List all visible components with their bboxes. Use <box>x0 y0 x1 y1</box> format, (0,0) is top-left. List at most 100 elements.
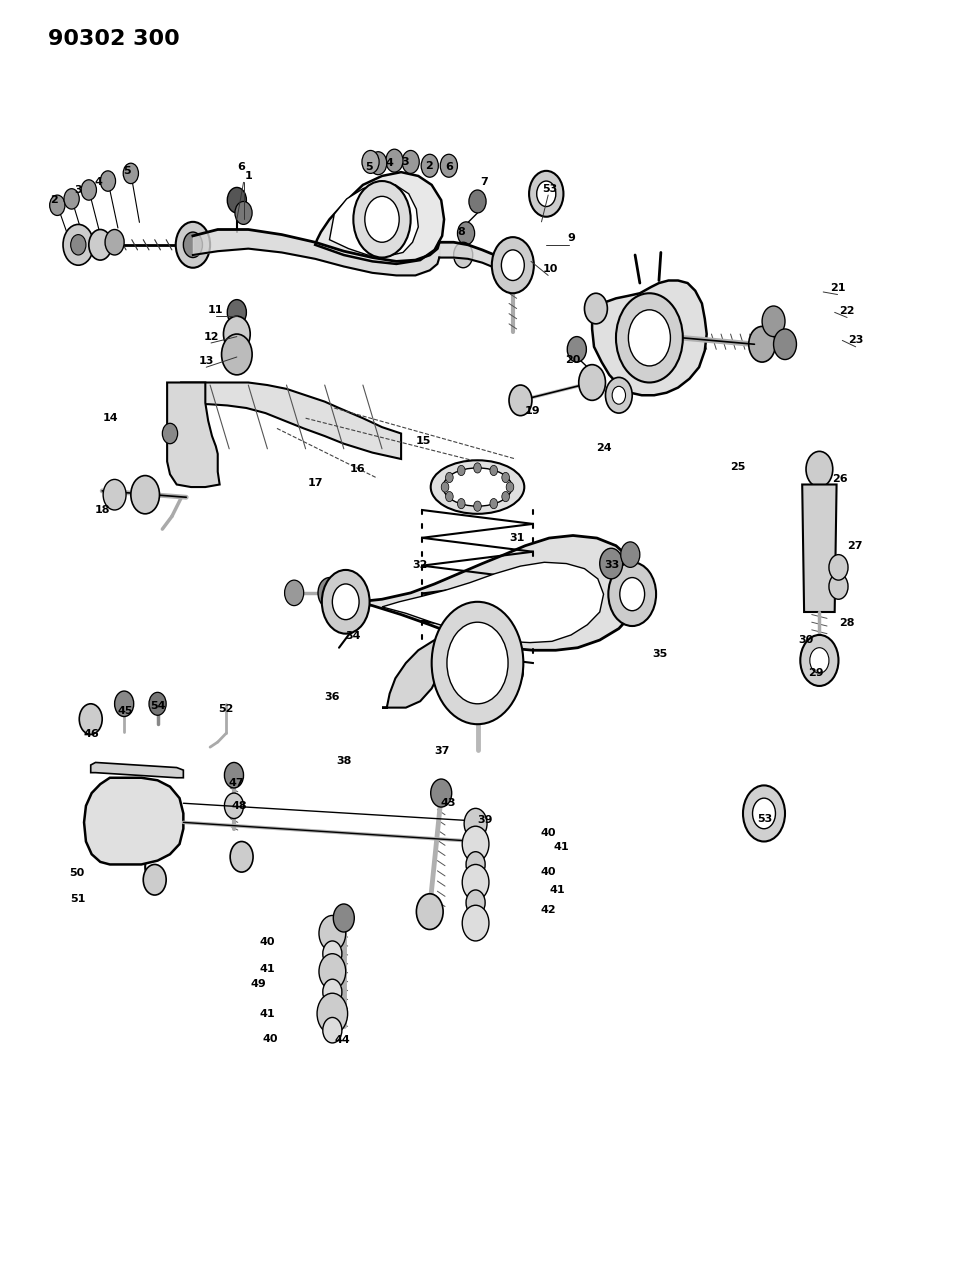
Text: 43: 43 <box>440 798 456 808</box>
Text: 52: 52 <box>219 704 234 714</box>
Polygon shape <box>329 182 418 256</box>
Circle shape <box>416 894 443 929</box>
Text: 29: 29 <box>808 668 823 678</box>
Text: 25: 25 <box>731 462 746 472</box>
Circle shape <box>402 150 419 173</box>
Text: 42: 42 <box>541 905 556 915</box>
Text: 9: 9 <box>567 233 575 244</box>
Text: 53: 53 <box>757 813 773 824</box>
Circle shape <box>492 237 534 293</box>
Text: 2: 2 <box>425 161 433 171</box>
Ellipse shape <box>431 460 524 514</box>
Polygon shape <box>592 280 707 395</box>
Circle shape <box>501 472 509 483</box>
Circle shape <box>230 842 253 872</box>
Circle shape <box>584 293 607 324</box>
Circle shape <box>224 762 244 788</box>
Circle shape <box>620 578 645 611</box>
Circle shape <box>621 542 640 567</box>
Circle shape <box>457 499 465 509</box>
Text: 32: 32 <box>413 560 428 570</box>
Circle shape <box>64 189 79 209</box>
Circle shape <box>440 154 457 177</box>
Circle shape <box>115 691 134 717</box>
Circle shape <box>441 482 449 492</box>
Text: 41: 41 <box>554 842 569 852</box>
Polygon shape <box>84 778 183 864</box>
Text: 53: 53 <box>542 184 558 194</box>
Circle shape <box>353 181 411 258</box>
Circle shape <box>806 451 833 487</box>
Circle shape <box>600 548 623 579</box>
Circle shape <box>71 235 86 255</box>
Text: 44: 44 <box>334 1035 350 1046</box>
Circle shape <box>333 904 354 932</box>
Circle shape <box>143 864 166 895</box>
Circle shape <box>464 808 487 839</box>
Ellipse shape <box>443 468 512 506</box>
Text: 34: 34 <box>346 631 361 641</box>
Text: 26: 26 <box>832 474 847 484</box>
Circle shape <box>123 163 138 184</box>
Circle shape <box>131 476 159 514</box>
Polygon shape <box>315 172 444 264</box>
Text: 30: 30 <box>798 635 814 645</box>
Text: 14: 14 <box>103 413 118 423</box>
Circle shape <box>89 230 112 260</box>
Circle shape <box>235 201 252 224</box>
Polygon shape <box>91 762 183 778</box>
Text: 40: 40 <box>260 937 275 947</box>
Circle shape <box>605 377 632 413</box>
Polygon shape <box>181 382 401 459</box>
Circle shape <box>183 232 202 258</box>
Circle shape <box>509 385 532 416</box>
Text: 54: 54 <box>150 701 165 711</box>
Text: 33: 33 <box>605 560 620 570</box>
Circle shape <box>612 386 626 404</box>
Circle shape <box>79 704 102 734</box>
Text: 11: 11 <box>208 305 223 315</box>
Text: 49: 49 <box>251 979 266 989</box>
Text: 48: 48 <box>232 801 247 811</box>
Circle shape <box>81 180 96 200</box>
Circle shape <box>318 578 341 608</box>
Circle shape <box>749 326 775 362</box>
Circle shape <box>162 423 178 444</box>
Text: 40: 40 <box>541 827 556 838</box>
Text: 16: 16 <box>350 464 365 474</box>
Circle shape <box>490 465 498 476</box>
Text: 6: 6 <box>238 162 245 172</box>
Circle shape <box>224 793 244 819</box>
Text: 41: 41 <box>260 964 275 974</box>
Text: 41: 41 <box>550 885 565 895</box>
Text: 18: 18 <box>95 505 110 515</box>
Text: 51: 51 <box>71 894 86 904</box>
Circle shape <box>810 648 829 673</box>
Circle shape <box>317 993 348 1034</box>
Circle shape <box>616 293 683 382</box>
Circle shape <box>501 250 524 280</box>
Circle shape <box>432 602 523 724</box>
Circle shape <box>462 864 489 900</box>
Circle shape <box>506 482 514 492</box>
Polygon shape <box>167 382 220 487</box>
Text: 3: 3 <box>401 157 409 167</box>
Text: 90302 300: 90302 300 <box>48 29 180 50</box>
Text: 37: 37 <box>435 746 450 756</box>
Circle shape <box>386 149 403 172</box>
Text: 19: 19 <box>525 405 541 416</box>
Circle shape <box>105 230 124 255</box>
Circle shape <box>800 635 838 686</box>
Circle shape <box>529 171 563 217</box>
Circle shape <box>567 337 586 362</box>
Circle shape <box>628 310 670 366</box>
Text: 28: 28 <box>839 618 855 629</box>
Polygon shape <box>382 562 604 643</box>
Circle shape <box>149 692 166 715</box>
Circle shape <box>323 941 342 966</box>
Text: 3: 3 <box>74 185 82 195</box>
Text: 47: 47 <box>228 778 244 788</box>
Text: 5: 5 <box>123 166 131 176</box>
Circle shape <box>446 472 454 483</box>
Text: 22: 22 <box>839 306 855 316</box>
